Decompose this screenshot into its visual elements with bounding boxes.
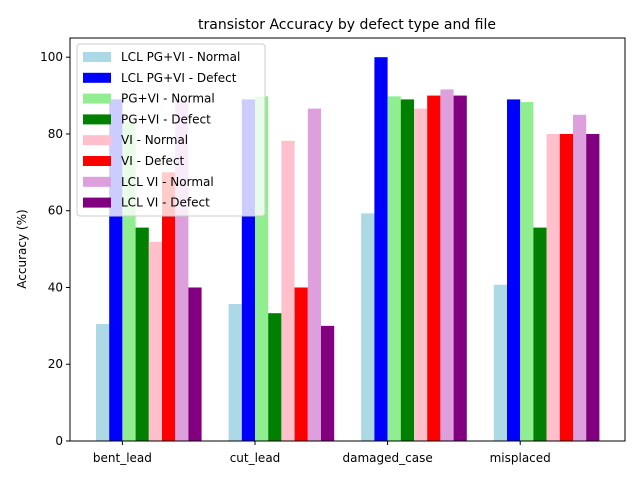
legend-label-1: LCL PG+VI - Defect xyxy=(121,71,237,85)
bar-7-2 xyxy=(453,95,467,441)
bar-7-0 xyxy=(188,287,202,441)
bar-2-3 xyxy=(520,102,534,441)
y-tick-label-3: 60 xyxy=(48,204,63,218)
bar-0-2 xyxy=(361,213,375,441)
bar-4-1 xyxy=(281,140,295,442)
bar-6-3 xyxy=(573,114,587,441)
bar-4-2 xyxy=(414,108,428,442)
bar-5-3 xyxy=(559,133,573,441)
x-tick-label-2: damaged_case xyxy=(342,451,432,465)
y-tick-label-0: 0 xyxy=(55,434,63,448)
legend-label-0: LCL PG+VI - Normal xyxy=(121,50,240,64)
legend-swatch-0 xyxy=(83,52,111,62)
legend-label-5: VI - Defect xyxy=(121,154,185,168)
x-tick-label-0: bent_lead xyxy=(93,451,152,465)
bar-0-0 xyxy=(96,323,110,441)
x-tick-label-3: misplaced xyxy=(490,451,551,465)
legend-swatch-5 xyxy=(83,156,111,166)
legend-swatch-4 xyxy=(83,135,111,146)
bar-5-2 xyxy=(427,95,441,441)
bar-6-1 xyxy=(307,108,321,442)
bar-6-2 xyxy=(440,89,454,442)
bar-3-3 xyxy=(533,227,547,441)
bar-5-1 xyxy=(294,287,308,441)
x-ticks-group: bent_lead cut_lead damaged_case misplaced xyxy=(93,441,551,465)
bar-4-3 xyxy=(546,133,560,441)
bar-3-2 xyxy=(400,99,414,441)
chart-title: transistor Accuracy by defect type and f… xyxy=(198,17,496,33)
y-tick-label-4: 80 xyxy=(48,127,63,141)
legend-swatch-3 xyxy=(83,114,111,125)
bar-5-0 xyxy=(162,172,176,441)
x-tick-label-1: cut_lead xyxy=(230,451,281,465)
bar-7-3 xyxy=(586,133,600,441)
bar-4-0 xyxy=(148,241,162,441)
legend-label-6: LCL VI - Normal xyxy=(121,175,214,189)
plot-frame xyxy=(69,37,626,442)
bar-0-3 xyxy=(493,284,507,441)
y-ticks-group: 0 20 40 60 80 100 xyxy=(40,50,70,448)
bar-1-2 xyxy=(374,57,388,441)
legend-label-2: PG+VI - Normal xyxy=(121,92,215,106)
legend-swatch-2 xyxy=(83,93,111,104)
legend-label-3: PG+VI - Defect xyxy=(121,112,211,126)
bar-0-1 xyxy=(228,303,242,441)
bar-1-3 xyxy=(507,99,521,441)
legend-swatch-7 xyxy=(83,197,111,208)
legend: LCL PG+VI - Normal LCL PG+VI - Defect PG+V… xyxy=(76,43,266,217)
bar-3-1 xyxy=(268,313,282,441)
bar-7-1 xyxy=(321,325,335,441)
y-tick-label-2: 40 xyxy=(48,280,63,294)
legend-swatch-6 xyxy=(83,176,111,187)
y-tick-label-5: 100 xyxy=(40,50,63,64)
legend-label-7: LCL VI - Defect xyxy=(121,196,210,210)
bar-3-0 xyxy=(135,227,149,441)
legend-swatch-1 xyxy=(83,72,111,83)
legend-label-4: VI - Normal xyxy=(121,133,188,147)
y-tick-label-1: 20 xyxy=(48,357,63,371)
y-axis-label: Accuracy (%) xyxy=(15,209,29,288)
legend-box xyxy=(76,43,266,217)
bar-2-2 xyxy=(387,96,401,441)
